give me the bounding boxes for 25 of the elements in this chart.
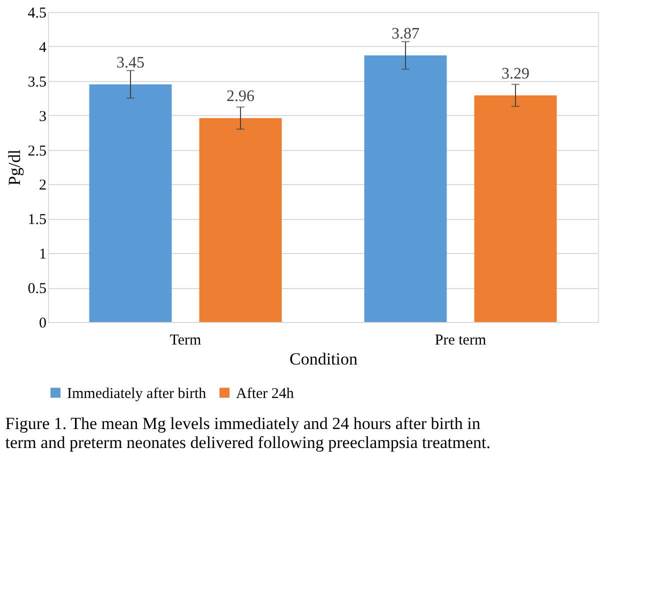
x-tick-label: Term (170, 332, 202, 348)
y-tick-label: 0.5 (28, 281, 46, 298)
data-label: 3.29 (502, 65, 530, 82)
data-label: 3.45 (116, 54, 144, 72)
y-tick-label: 4 (39, 40, 47, 56)
data-label: 3.87 (392, 25, 420, 42)
y-tick-label: 2.5 (28, 143, 46, 160)
y-tick-label: 4.5 (28, 6, 46, 22)
y-tick-label: 3 (39, 108, 46, 125)
y-tick-label: 1.5 (28, 212, 46, 228)
bar (364, 55, 447, 322)
bar (89, 84, 172, 322)
legend-label: After 24h (236, 386, 294, 402)
y-tick-label: 3.5 (28, 74, 46, 90)
caption: Figure 1. The mean Mg levels immediately and 24 hours after birth in term and preterm neonates delivered following preeclampsia treatment. (5, 414, 490, 452)
bar (474, 95, 557, 322)
x-axis-title: Condition (289, 350, 358, 368)
x-tick-label: Pre term (434, 332, 486, 348)
legend-label: Immediately after birth (67, 386, 207, 402)
y-tick-label: 1 (39, 246, 46, 263)
y-axis-title: Pg/dl (4, 149, 24, 186)
y-tick-label: 2 (39, 178, 46, 194)
data-label: 2.96 (226, 88, 254, 106)
bar (199, 118, 282, 322)
y-tick-label: 0 (39, 316, 46, 332)
